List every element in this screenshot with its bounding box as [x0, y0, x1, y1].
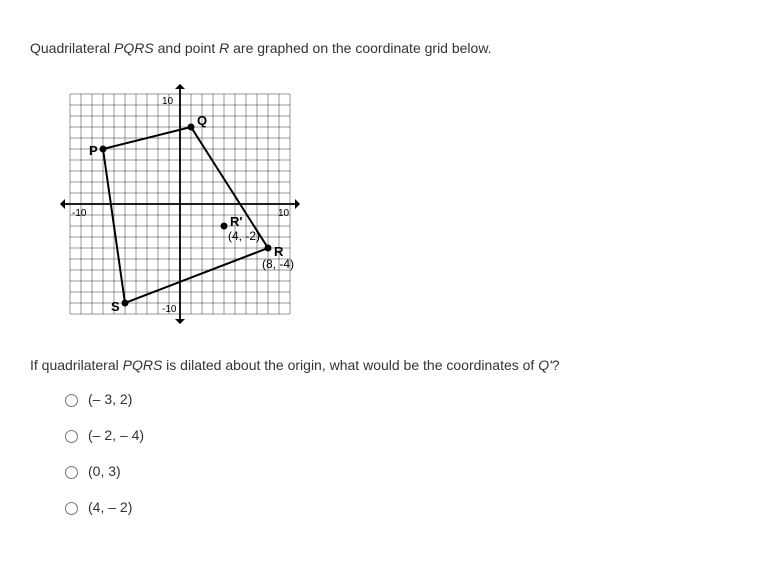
q-part1a: Quadrilateral: [30, 40, 114, 56]
q-part1e: are graphed on the coordinate grid below…: [229, 40, 491, 56]
svg-text:10: 10: [162, 96, 174, 107]
radio-a[interactable]: [65, 394, 78, 407]
coordinate-graph: -101010-10PQRSR'(4, -2)(8, -4): [50, 74, 730, 337]
svg-text:-10: -10: [162, 304, 177, 315]
answer-options: (– 3, 2) (– 2, – 4) (0, 3) (4, – 2): [60, 391, 730, 515]
radio-c[interactable]: [65, 466, 78, 479]
option-c-label: (0, 3): [88, 463, 121, 479]
svg-text:S: S: [111, 299, 120, 314]
question-intro: Quadrilateral PQRS and point R are graph…: [30, 40, 730, 56]
q-part1c: and point: [154, 40, 219, 56]
graph-svg: -101010-10PQRSR'(4, -2)(8, -4): [50, 74, 310, 334]
svg-text:10: 10: [278, 208, 290, 219]
svg-text:(8, -4): (8, -4): [262, 257, 294, 271]
radio-b[interactable]: [65, 430, 78, 443]
q-part1b: PQRS: [114, 40, 154, 56]
option-b-label: (– 2, – 4): [88, 427, 144, 443]
svg-text:Q: Q: [197, 113, 207, 128]
q-part2d: Q': [538, 357, 552, 373]
option-b[interactable]: (– 2, – 4): [60, 427, 730, 443]
option-a[interactable]: (– 3, 2): [60, 391, 730, 407]
svg-text:(4, -2): (4, -2): [228, 229, 260, 243]
q-part2b: PQRS: [123, 357, 163, 373]
radio-d[interactable]: [65, 502, 78, 515]
option-d[interactable]: (4, – 2): [60, 499, 730, 515]
question-prompt: If quadrilateral PQRS is dilated about t…: [30, 357, 730, 373]
option-c[interactable]: (0, 3): [60, 463, 730, 479]
option-a-label: (– 3, 2): [88, 391, 132, 407]
q-part2e: ?: [552, 357, 560, 373]
svg-text:R': R': [230, 214, 242, 229]
option-d-label: (4, – 2): [88, 499, 132, 515]
q-part2a: If quadrilateral: [30, 357, 123, 373]
svg-text:P: P: [89, 143, 98, 158]
svg-text:-10: -10: [72, 208, 87, 219]
q-part1d: R: [219, 40, 229, 56]
q-part2c: is dilated about the origin, what would …: [162, 357, 538, 373]
